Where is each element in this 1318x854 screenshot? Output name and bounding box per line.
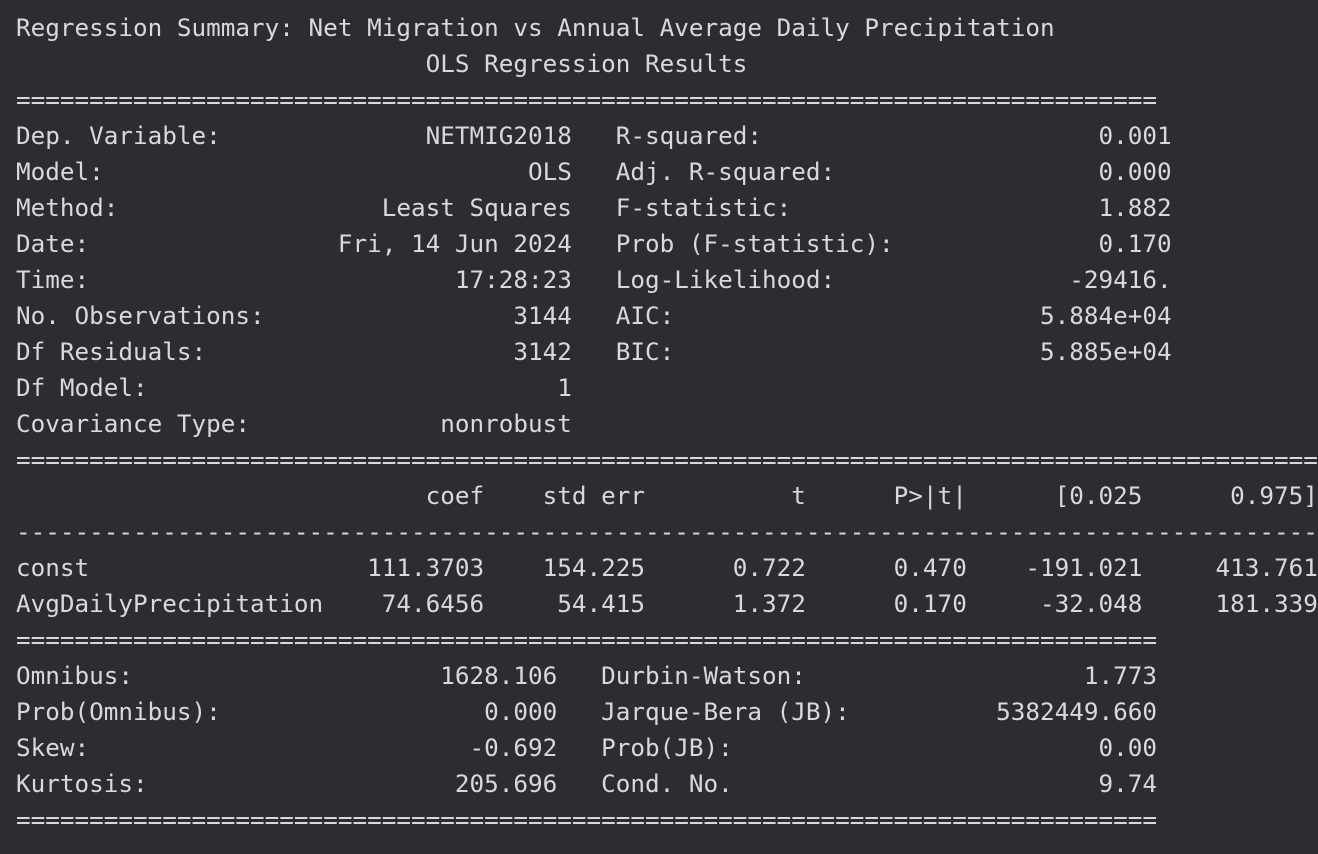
results-heading-line: OLS Regression Results <box>16 49 1157 78</box>
model-info-line: Covariance Type: nonrobust <box>16 409 1172 438</box>
separator-line: ========================================… <box>16 805 1157 834</box>
separator-line: ========================================… <box>16 625 1157 654</box>
model-info-line: Time: 17:28:23 Log-Likelihood: -29416. <box>16 265 1172 294</box>
separator-line: ========================================… <box>16 445 1318 474</box>
coefficient-header-line: coef std err t P>|t| [0.025 0.975] <box>16 481 1318 510</box>
model-info-line: Method: Least Squares F-statistic: 1.882 <box>16 193 1172 222</box>
model-info-line: Date: Fri, 14 Jun 2024 Prob (F-statistic… <box>16 229 1172 258</box>
coefficient-row-const: const 111.3703 154.225 0.722 0.470 -191.… <box>16 553 1318 582</box>
dashed-separator-line: ----------------------------------------… <box>16 517 1318 546</box>
summary-title-line: Regression Summary: Net Migration vs Ann… <box>16 13 1055 42</box>
model-info-line: Dep. Variable: NETMIG2018 R-squared: 0.0… <box>16 121 1172 150</box>
diagnostics-line: Prob(Omnibus): 0.000 Jarque-Bera (JB): 5… <box>16 697 1157 726</box>
diagnostics-line: Skew: -0.692 Prob(JB): 0.00 <box>16 733 1157 762</box>
model-info-line: Df Residuals: 3142 BIC: 5.885e+04 <box>16 337 1172 366</box>
console-output: Regression Summary: Net Migration vs Ann… <box>16 10 1318 838</box>
coefficient-row-precipitation: AvgDailyPrecipitation 74.6456 54.415 1.3… <box>16 589 1318 618</box>
diagnostics-line: Kurtosis: 205.696 Cond. No. 9.74 <box>16 769 1157 798</box>
model-info-line: Df Model: 1 <box>16 373 1172 402</box>
model-info-line: Model: OLS Adj. R-squared: 0.000 <box>16 157 1172 186</box>
separator-line: ========================================… <box>16 85 1157 114</box>
diagnostics-line: Omnibus: 1628.106 Durbin-Watson: 1.773 <box>16 661 1157 690</box>
model-info-line: No. Observations: 3144 AIC: 5.884e+04 <box>16 301 1172 330</box>
